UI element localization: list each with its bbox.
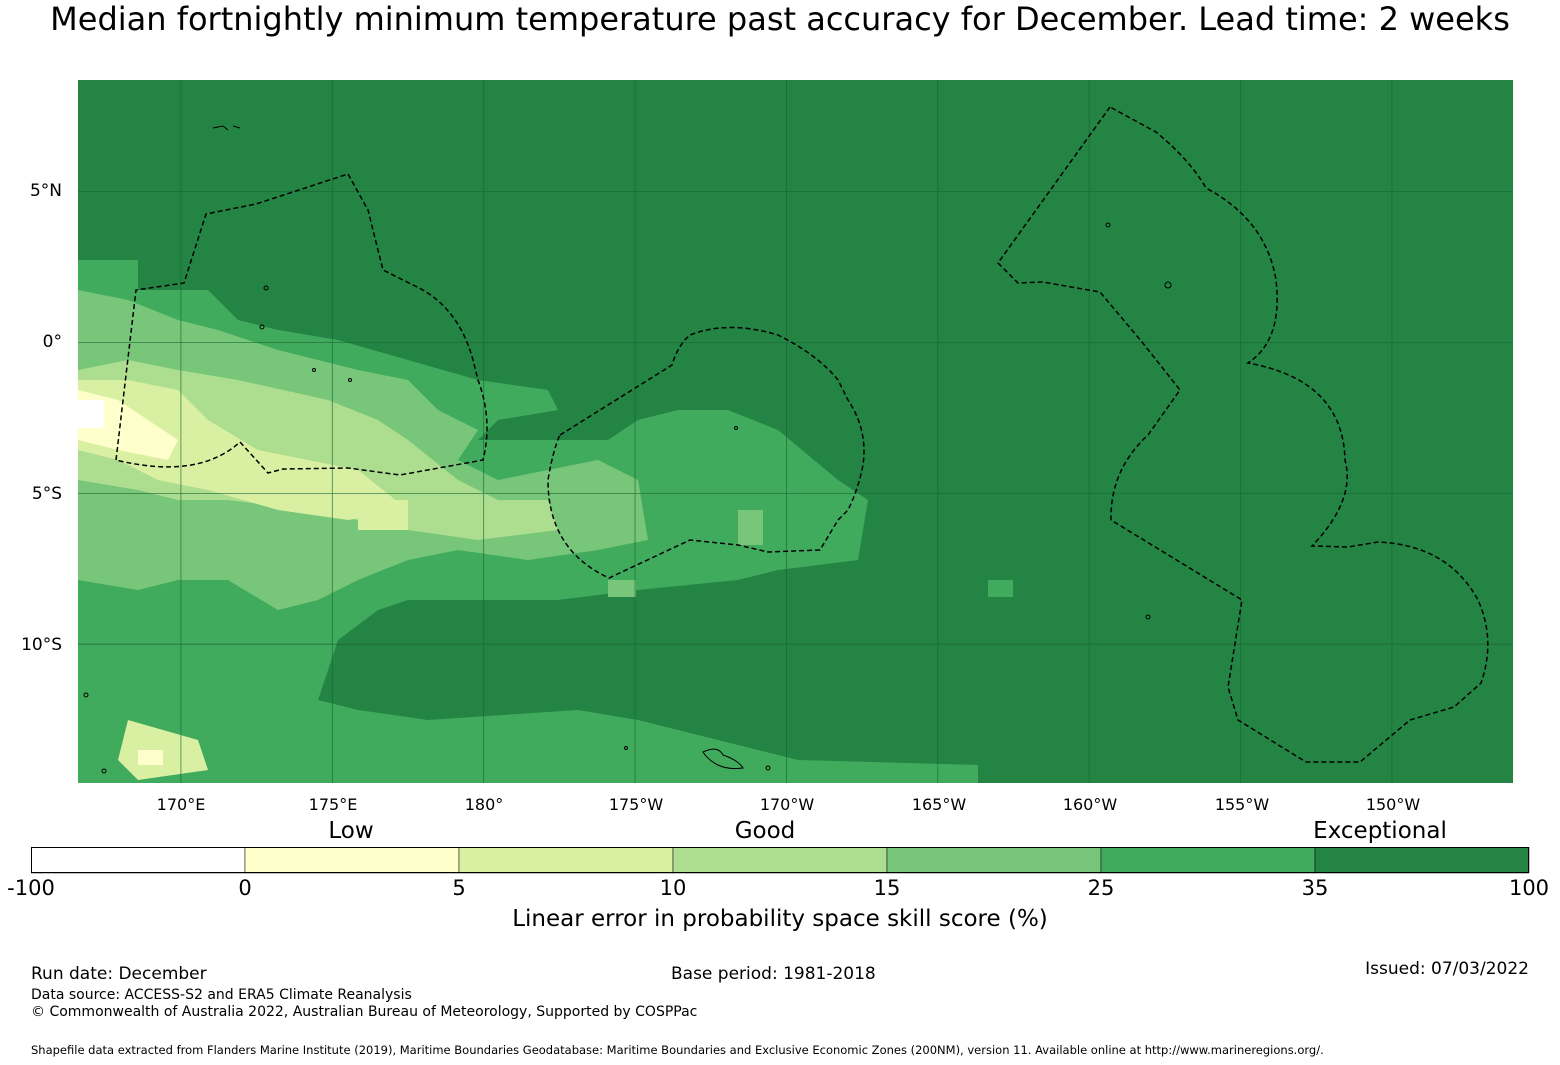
issued-date: Issued: 07/03/2022 <box>1365 959 1529 979</box>
lon-label-175w: 175°W <box>608 795 664 814</box>
lon-label-170w: 170°W <box>759 795 815 814</box>
lon-label-180: 180° <box>464 795 504 814</box>
legend-category-low: Low <box>328 818 374 844</box>
legend-colorbar <box>31 847 1530 874</box>
legend-tick: 25 <box>1087 876 1115 900</box>
legend-tick: 100 <box>1508 876 1550 900</box>
map-gridlines <box>78 80 1513 783</box>
skill-region-5-10 <box>78 380 408 520</box>
eez-boundary-tokelau <box>547 326 865 579</box>
legend-swatch-6 <box>1314 847 1530 874</box>
legend-tick: 5 <box>452 876 466 900</box>
islands <box>83 125 1172 774</box>
skill-field <box>78 260 1013 783</box>
legend-tick: 10 <box>659 876 687 900</box>
eez-boundary-kiribati-gilbert <box>115 173 488 476</box>
lon-label-165w: 165°W <box>911 795 967 814</box>
skill-region-10-15 <box>78 360 558 540</box>
legend-tick: 0 <box>238 876 252 900</box>
lat-label-10s: 10°S <box>21 635 62 655</box>
data-source: Data source: ACCESS-S2 and ERA5 Climate … <box>31 987 412 1003</box>
legend-swatch-4 <box>886 847 1102 874</box>
legend-swatch-3 <box>672 847 888 874</box>
legend-category-good: Good <box>734 818 796 844</box>
skill-score-map <box>78 80 1513 783</box>
lon-label-160w: 160°W <box>1062 795 1118 814</box>
legend-category-exceptional: Exceptional <box>1313 818 1447 844</box>
map-title: Median fortnightly minimum temperature p… <box>50 0 1510 38</box>
skill-region-negative <box>78 400 104 428</box>
run-date: Run date: December <box>31 964 207 984</box>
legend-swatch-5 <box>1100 847 1316 874</box>
eez-boundaries <box>115 106 1489 763</box>
lon-label-175e: 175°E <box>308 795 358 814</box>
lon-label-170e: 170°E <box>156 795 206 814</box>
legend-tick: -100 <box>7 876 55 900</box>
legend-tick: 15 <box>873 876 901 900</box>
lon-label-155w: 155°W <box>1214 795 1270 814</box>
lat-label-5s: 5°S <box>31 484 62 504</box>
legend-swatch-2 <box>458 847 674 874</box>
eez-boundary-line-islands <box>997 106 1489 763</box>
legend-tick: 35 <box>1301 876 1329 900</box>
copyright: © Commonwealth of Australia 2022, Austra… <box>31 1004 698 1020</box>
shapefile-credit: Shapefile data extracted from Flanders M… <box>31 1043 1324 1057</box>
legend-swatch-0 <box>31 847 246 874</box>
base-period: Base period: 1981-2018 <box>671 964 876 984</box>
island-samoa <box>702 748 744 770</box>
lon-label-150w: 150°W <box>1365 795 1421 814</box>
lat-label-0: 0° <box>42 332 62 352</box>
lat-label-5n: 5°N <box>29 181 62 201</box>
legend-axis-label: Linear error in probability space skill … <box>512 906 1048 932</box>
legend-swatch-1 <box>244 847 460 874</box>
